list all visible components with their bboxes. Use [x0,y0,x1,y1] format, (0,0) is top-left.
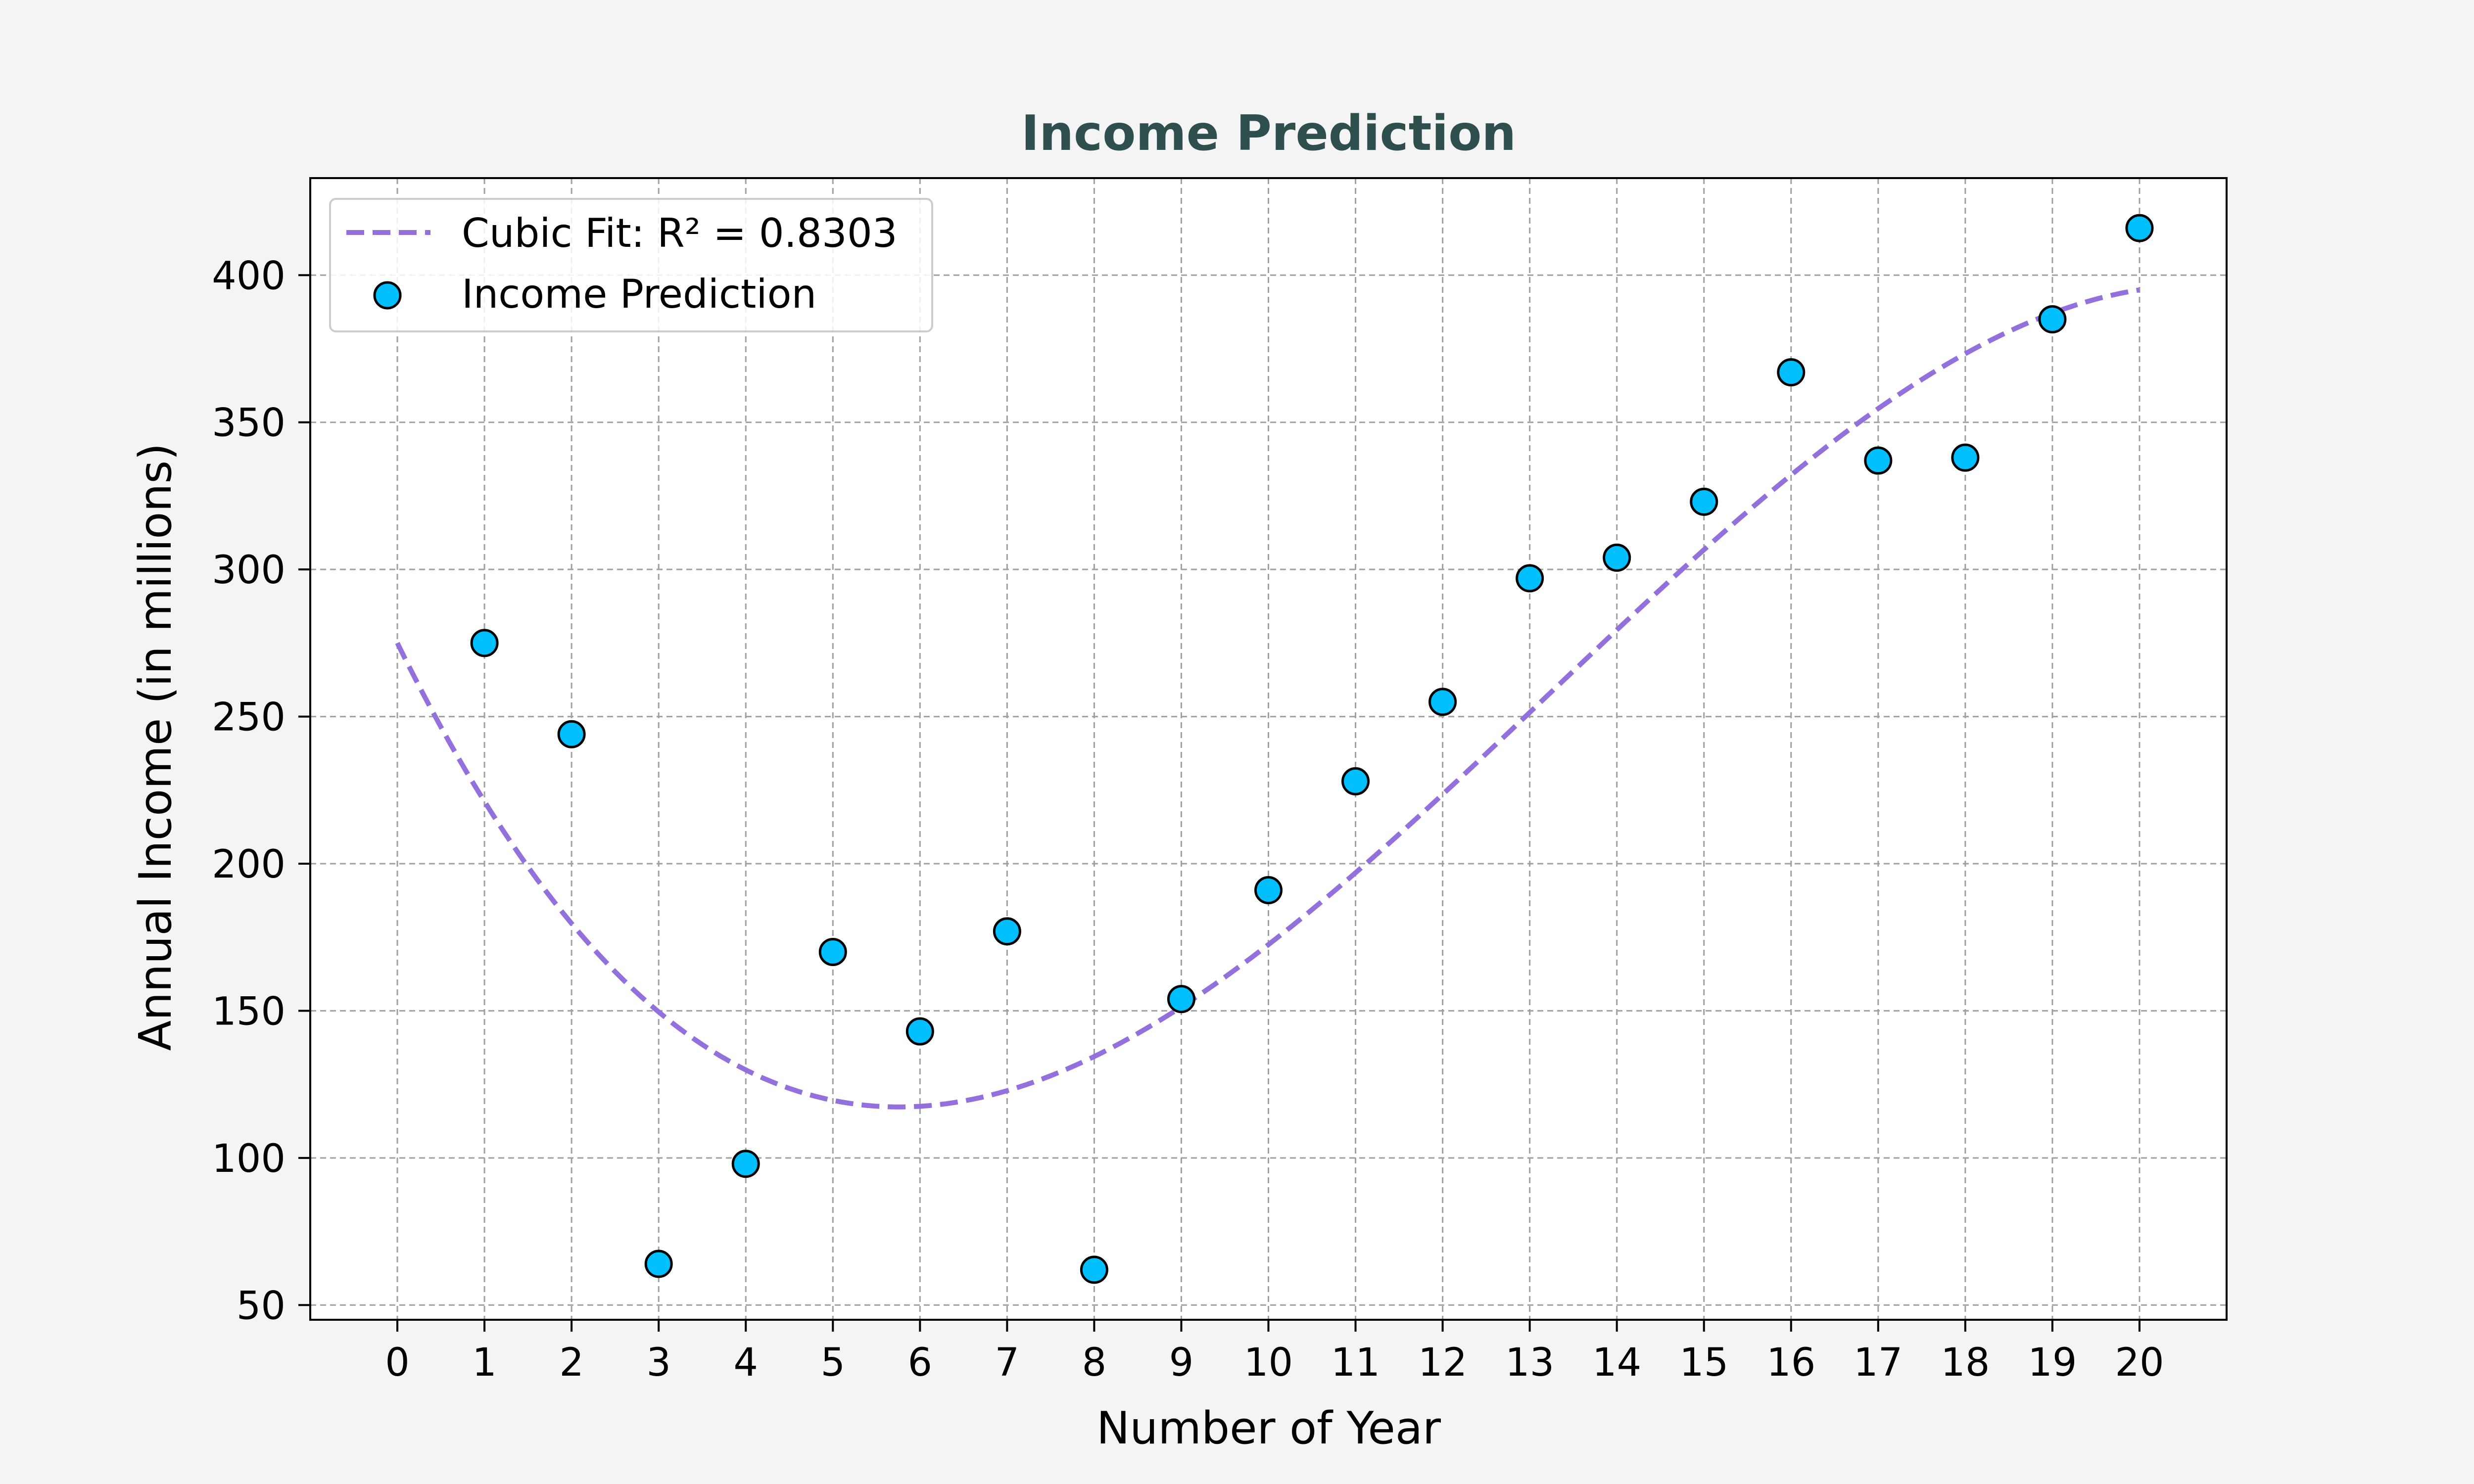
y-tick-label-200: 200 [212,842,285,887]
scatter-points [470,214,2154,1284]
data-point-year-15 [1690,487,1718,516]
x-tick-label-3: 3 [646,1341,671,1385]
data-point-year-14 [1603,543,1631,572]
data-point-year-17 [1864,446,1893,475]
x-tick-label-14: 14 [1592,1341,1641,1385]
data-point-year-9 [1167,985,1195,1014]
data-point-year-18 [1951,443,1980,472]
data-point-year-8 [1080,1255,1108,1284]
x-tick-label-10: 10 [1244,1341,1293,1385]
x-tick-label-4: 4 [733,1341,758,1385]
data-point-year-2 [557,720,586,748]
y-axis-label: Annual Income (in millions) [130,443,182,1051]
data-point-year-6 [905,1017,934,1046]
x-tick-label-17: 17 [1854,1341,1903,1385]
x-tick-label-18: 18 [1941,1341,1990,1385]
legend: Cubic Fit: R² = 0.8303 Income Prediction [329,198,933,332]
data-point-year-13 [1516,564,1544,593]
legend-fit-label: Cubic Fit: R² = 0.8303 [462,210,898,256]
data-point-year-19 [2038,305,2067,334]
x-tick-label-9: 9 [1169,1341,1194,1385]
data-point-year-3 [644,1250,673,1278]
cubic-fit-line [395,287,2140,1110]
x-tick-label-0: 0 [385,1341,410,1385]
data-point-year-1 [470,629,499,657]
legend-scatter-swatch [373,281,402,310]
axis-ticks: 0 1 2 3 4 5 6 7 8 9 10 11 12 13 14 15 16 17 18 19 2050100150… [212,254,2164,1385]
x-tick-label-15: 15 [1679,1341,1728,1385]
x-tick-label-1: 1 [472,1341,497,1385]
legend-box [329,198,933,332]
x-tick-label-19: 19 [2028,1341,2077,1385]
x-tick-label-6: 6 [907,1341,932,1385]
chart-title: Income Prediction [1021,105,1516,162]
y-tick-label-250: 250 [212,696,285,740]
x-tick-label-11: 11 [1331,1341,1380,1385]
data-point-year-7 [993,917,1021,946]
y-tick-label-100: 100 [212,1137,285,1181]
data-point-year-16 [1777,358,1806,387]
x-tick-label-16: 16 [1766,1341,1815,1385]
x-tick-label-5: 5 [820,1341,845,1385]
data-point-year-5 [818,937,847,966]
y-tick-label-300: 300 [212,548,285,593]
x-tick-label-13: 13 [1505,1341,1554,1385]
y-tick-label-400: 400 [212,254,285,298]
data-point-year-11 [1341,767,1370,795]
data-point-year-4 [731,1150,760,1178]
x-tick-label-8: 8 [1082,1341,1107,1385]
y-tick-label-50: 50 [237,1284,285,1328]
x-axis-label: Number of Year [1096,1402,1441,1454]
y-tick-label-150: 150 [212,989,285,1034]
legend-scatter-label: Income Prediction [462,271,816,317]
data-point-year-10 [1254,876,1283,905]
x-tick-label-2: 2 [559,1341,584,1385]
x-tick-label-20: 20 [2115,1341,2164,1385]
data-point-year-12 [1428,688,1457,716]
x-tick-label-7: 7 [995,1341,1020,1385]
y-tick-label-350: 350 [212,401,285,446]
data-point-year-20 [2125,214,2154,242]
x-tick-label-12: 12 [1418,1341,1467,1385]
grid-lines [310,178,2227,1320]
